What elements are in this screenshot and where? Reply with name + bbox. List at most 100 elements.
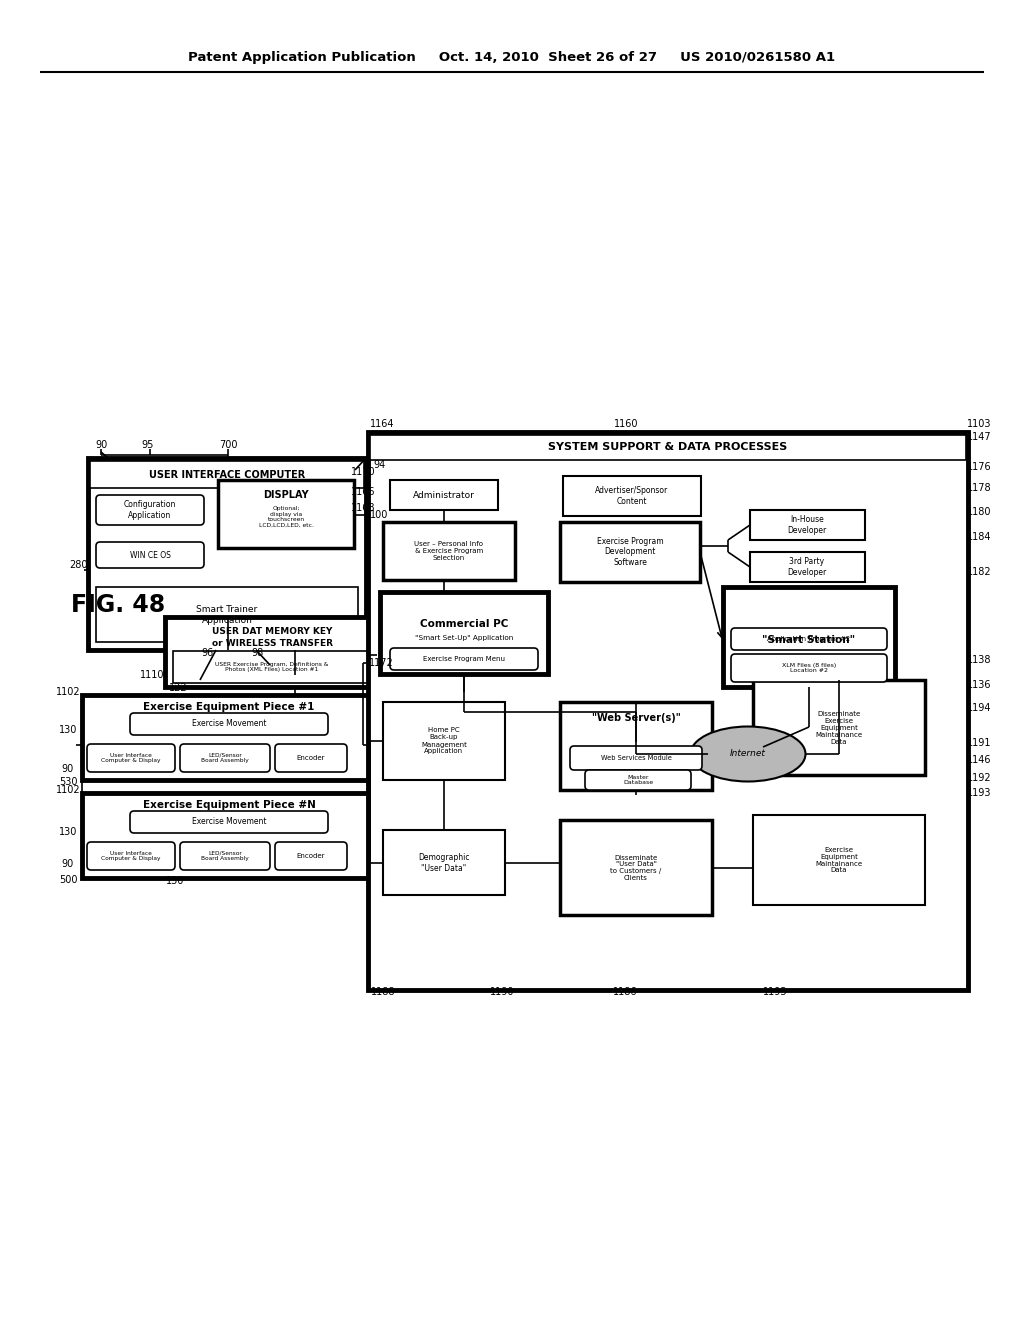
Text: In-House
Developer: In-House Developer	[787, 515, 826, 535]
FancyBboxPatch shape	[130, 713, 328, 735]
Bar	[96, 587, 358, 642]
Text: 90: 90	[61, 859, 74, 869]
Bar	[165, 616, 380, 686]
Text: 1110: 1110	[139, 671, 164, 680]
Text: Smart Trainer
Application: Smart Trainer Application	[197, 606, 258, 624]
Text: 94: 94	[373, 459, 385, 470]
Text: "Web Server(s)": "Web Server(s)"	[592, 713, 680, 723]
FancyBboxPatch shape	[731, 628, 887, 649]
Text: Demographic
"User Data": Demographic "User Data"	[418, 853, 470, 873]
Text: 1178: 1178	[967, 483, 991, 492]
Text: Exercise Program Menu: Exercise Program Menu	[423, 656, 505, 663]
Text: Commercial PC: Commercial PC	[420, 619, 508, 630]
Text: Encoder: Encoder	[297, 755, 326, 762]
Text: 1164: 1164	[370, 418, 394, 429]
Text: Exercise Equipment Piece #N: Exercise Equipment Piece #N	[142, 800, 315, 810]
Text: XLM Files (8 files)
Location #2: XLM Files (8 files) Location #2	[782, 663, 837, 673]
FancyBboxPatch shape	[570, 746, 702, 770]
Text: 1186: 1186	[612, 987, 637, 997]
Text: User Interface
Computer & Display: User Interface Computer & Display	[101, 752, 161, 763]
Text: 1191: 1191	[967, 738, 991, 748]
FancyBboxPatch shape	[87, 744, 175, 772]
Text: Exercise Movement: Exercise Movement	[191, 719, 266, 729]
Text: 700: 700	[219, 440, 238, 450]
Text: Home PC
Back-up
Management
Application: Home PC Back-up Management Application	[421, 727, 467, 755]
FancyBboxPatch shape	[731, 653, 887, 682]
Text: Optional;
display via
touchscreen
LCD,LCD,LED, etc.: Optional; display via touchscreen LCD,LC…	[259, 506, 313, 528]
Text: 90: 90	[61, 764, 74, 774]
Bar	[90, 461, 364, 488]
Text: 1102: 1102	[55, 785, 80, 795]
FancyBboxPatch shape	[87, 842, 175, 870]
FancyBboxPatch shape	[180, 842, 270, 870]
Text: Exercise Equipment Piece #1: Exercise Equipment Piece #1	[143, 702, 314, 711]
Text: 1102: 1102	[55, 686, 80, 697]
Text: 1184: 1184	[967, 532, 991, 543]
Text: 1138: 1138	[967, 655, 991, 665]
Text: SYSTEM SUPPORT & DATA PROCESSES: SYSTEM SUPPORT & DATA PROCESSES	[549, 442, 787, 451]
Text: 500: 500	[58, 875, 77, 884]
Bar	[383, 830, 505, 895]
Text: Administrator: Administrator	[413, 491, 475, 499]
Text: 1166: 1166	[351, 487, 375, 498]
Text: 1172: 1172	[369, 657, 393, 668]
Text: 1160: 1160	[613, 418, 638, 429]
Bar	[723, 587, 895, 686]
Text: Master
Database: Master Database	[623, 775, 653, 785]
Text: User – Personal Info
& Exercise Program
Selection: User – Personal Info & Exercise Program …	[415, 541, 483, 561]
Text: 1103: 1103	[967, 418, 991, 429]
Text: Web Services Module: Web Services Module	[600, 755, 672, 762]
Bar	[753, 680, 925, 775]
Text: 98: 98	[252, 648, 264, 657]
Bar	[560, 521, 700, 582]
Bar	[383, 702, 505, 780]
Bar	[563, 477, 701, 516]
Text: Application Program #2: Application Program #2	[767, 636, 851, 642]
Bar	[750, 552, 865, 582]
Text: WIN CE OS: WIN CE OS	[130, 550, 170, 560]
Bar	[173, 651, 372, 682]
Text: User Interface
Computer & Display: User Interface Computer & Display	[101, 850, 161, 862]
Text: LED/Sensor
Board Assembly: LED/Sensor Board Assembly	[201, 752, 249, 763]
Text: FIG. 48: FIG. 48	[71, 593, 165, 616]
Ellipse shape	[690, 726, 806, 781]
Bar	[560, 820, 712, 915]
Text: 1193: 1193	[763, 987, 787, 997]
Text: 1190: 1190	[489, 987, 514, 997]
Bar	[82, 696, 377, 780]
Text: 1180: 1180	[967, 507, 991, 517]
Bar	[390, 480, 498, 510]
Bar	[218, 480, 354, 548]
Text: 530: 530	[58, 777, 77, 787]
Text: 1136: 1136	[967, 680, 991, 690]
Bar	[82, 793, 377, 878]
Text: 130: 130	[58, 828, 77, 837]
Text: 1146: 1146	[967, 755, 991, 766]
Bar	[383, 521, 515, 579]
Text: "Smart Set-Up" Application: "Smart Set-Up" Application	[415, 635, 513, 642]
Text: Internet: Internet	[730, 750, 766, 759]
Bar	[560, 702, 712, 789]
Text: DISPLAY: DISPLAY	[263, 490, 309, 500]
Text: 122: 122	[169, 682, 187, 693]
Text: 1193: 1193	[967, 788, 991, 799]
Text: 3rd Party
Developer: 3rd Party Developer	[787, 557, 826, 577]
Bar	[750, 510, 865, 540]
Text: Advertiser/Sponsor
Content: Advertiser/Sponsor Content	[595, 486, 669, 506]
Text: Configuration
Application: Configuration Application	[124, 500, 176, 520]
Text: "Smart Station": "Smart Station"	[763, 635, 856, 645]
Text: Exercise Movement: Exercise Movement	[191, 817, 266, 826]
FancyBboxPatch shape	[180, 744, 270, 772]
Text: 1182: 1182	[967, 568, 991, 577]
FancyBboxPatch shape	[130, 810, 328, 833]
Bar	[753, 814, 925, 906]
Text: Disseminate
"User Data"
to Customers /
Clients: Disseminate "User Data" to Customers / C…	[610, 854, 662, 882]
Text: 1188: 1188	[371, 987, 395, 997]
Text: USER Exercise Program, Definitions &
Photos (XML Files) Location #1: USER Exercise Program, Definitions & Pho…	[215, 661, 329, 672]
Text: 1192: 1192	[967, 774, 991, 783]
Text: 1168: 1168	[351, 503, 375, 513]
Bar	[368, 432, 968, 990]
Text: 95: 95	[141, 440, 155, 450]
Text: Patent Application Publication     Oct. 14, 2010  Sheet 26 of 27     US 2010/026: Patent Application Publication Oct. 14, …	[188, 50, 836, 63]
Text: or WIRELESS TRANSFER: or WIRELESS TRANSFER	[212, 639, 333, 648]
